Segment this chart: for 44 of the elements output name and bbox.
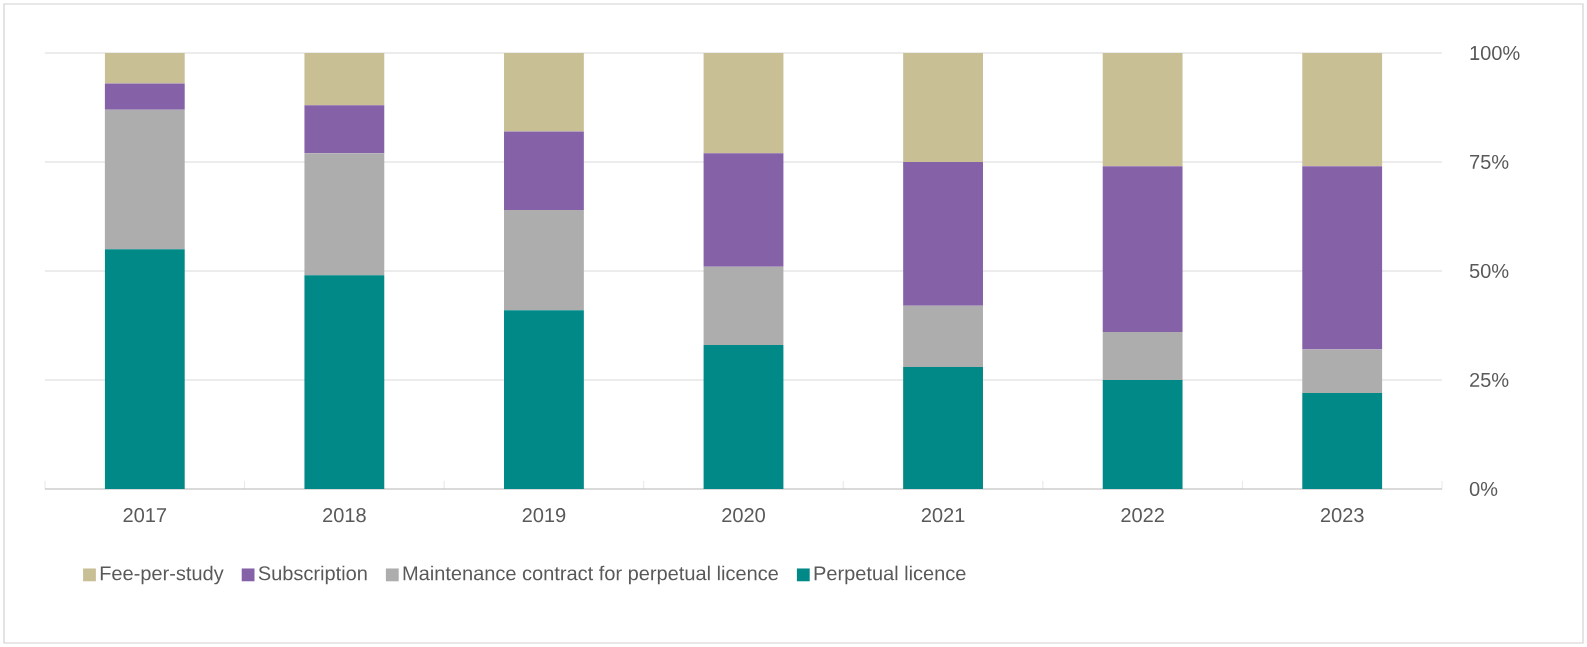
bar (1102, 379, 1183, 489)
y-tick-label: 75% (1470, 154, 1509, 170)
bar (1302, 52, 1383, 167)
bar (104, 249, 185, 489)
bar (1102, 332, 1183, 380)
bar (703, 266, 784, 346)
x-tick-label: 2018 (323, 508, 366, 523)
legend-label: Fee-per-study (100, 565, 224, 585)
bar (1302, 393, 1383, 489)
bar (703, 52, 784, 154)
bar (104, 109, 185, 250)
bar (703, 345, 784, 489)
bar (304, 275, 385, 489)
legend-label: Maintenance contract for perpetual licence (403, 565, 778, 585)
bar (1302, 349, 1383, 394)
bar (304, 153, 385, 276)
bar (1302, 166, 1383, 350)
bar (504, 52, 584, 132)
bar (504, 131, 584, 210)
y-tick-label: 100% (1470, 45, 1520, 61)
bar (903, 161, 983, 306)
bar (104, 83, 185, 110)
bar (1102, 166, 1183, 333)
x-tick-label: 2021 (921, 508, 965, 523)
bar (903, 305, 983, 367)
bar (1102, 52, 1183, 167)
x-tick-label: 2019 (522, 508, 566, 523)
bar (504, 310, 584, 489)
bar (703, 153, 784, 267)
bar (304, 105, 385, 154)
x-tick-label: 2017 (123, 508, 167, 523)
x-tick-label: 2022 (1121, 508, 1164, 523)
legend-label: Perpetual licence (814, 565, 966, 585)
x-tick-label: 2020 (722, 508, 765, 523)
bar (504, 209, 584, 311)
y-tick-label: 50% (1469, 263, 1509, 279)
y-tick-label: 0% (1469, 481, 1498, 497)
bar (903, 366, 983, 489)
x-tick-label: 2023 (1320, 508, 1364, 523)
legend-label: Subscription (258, 565, 367, 585)
bar (104, 52, 185, 84)
y-tick-label: 25% (1470, 372, 1509, 388)
bar (304, 52, 385, 106)
bar (903, 52, 983, 162)
